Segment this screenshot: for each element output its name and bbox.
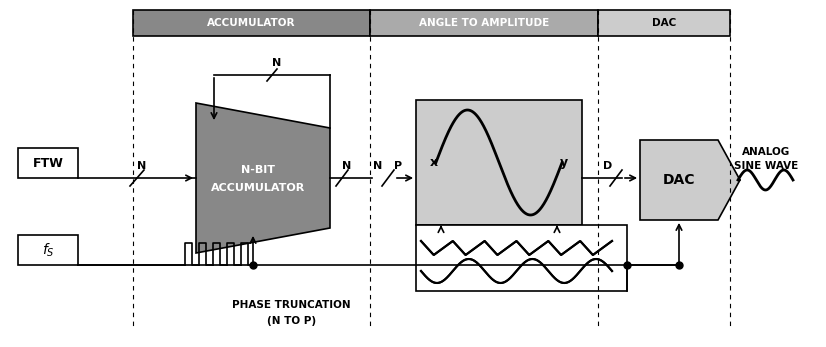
Text: (N TO P): (N TO P) [267,316,316,326]
Bar [370,10,598,36]
Text: y: y [560,156,568,169]
Text: N: N [137,161,147,171]
Text: PHASE TRUNCATION: PHASE TRUNCATION [232,300,351,310]
Text: N: N [373,161,382,171]
Text: DAC: DAC [662,173,695,187]
Bar [18,235,78,265]
Text: ACCUMULATOR: ACCUMULATOR [207,18,296,28]
Bar [416,225,627,291]
Text: D: D [603,161,613,171]
Text: ANALOG: ANALOG [742,147,790,157]
Bar [18,148,78,178]
Text: DAC: DAC [652,18,676,28]
Bar [598,10,730,36]
Text: x: x [430,156,438,169]
Text: $f_S$: $f_S$ [41,241,55,259]
Polygon shape [196,103,330,253]
Text: FTW: FTW [32,156,64,169]
Bar [133,10,370,36]
Text: N: N [342,161,352,171]
Text: N-BIT: N-BIT [241,165,275,175]
Bar [416,100,582,225]
Text: ACCUMULATOR: ACCUMULATOR [211,183,305,193]
Text: P: P [394,161,402,171]
Text: N: N [273,58,282,68]
Polygon shape [640,140,740,220]
Text: ANGLE TO AMPLITUDE: ANGLE TO AMPLITUDE [419,18,549,28]
Text: SINE WAVE: SINE WAVE [733,161,798,171]
